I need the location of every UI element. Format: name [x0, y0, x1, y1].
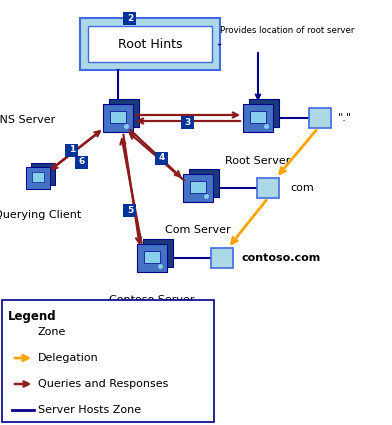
- Text: DNS Server: DNS Server: [0, 115, 55, 125]
- FancyBboxPatch shape: [189, 169, 219, 197]
- Text: Com Server: Com Server: [165, 225, 231, 235]
- FancyBboxPatch shape: [257, 178, 279, 198]
- Text: Root Hints: Root Hints: [118, 37, 182, 51]
- FancyBboxPatch shape: [2, 300, 214, 422]
- Text: 6: 6: [79, 158, 85, 167]
- Text: Zone: Zone: [38, 327, 66, 337]
- FancyBboxPatch shape: [80, 18, 220, 70]
- FancyBboxPatch shape: [249, 99, 279, 127]
- FancyBboxPatch shape: [143, 239, 173, 267]
- Text: ".": ".": [338, 113, 352, 123]
- FancyBboxPatch shape: [137, 244, 167, 272]
- FancyBboxPatch shape: [109, 99, 139, 127]
- Text: com: com: [290, 183, 314, 193]
- Text: Legend: Legend: [8, 310, 56, 323]
- FancyBboxPatch shape: [13, 324, 31, 340]
- FancyBboxPatch shape: [250, 111, 266, 123]
- FancyBboxPatch shape: [103, 104, 133, 132]
- Text: Querying Client: Querying Client: [0, 210, 82, 220]
- FancyBboxPatch shape: [110, 111, 126, 123]
- FancyBboxPatch shape: [211, 248, 233, 268]
- Text: 1: 1: [69, 145, 75, 155]
- FancyBboxPatch shape: [144, 251, 160, 263]
- Text: 4: 4: [159, 153, 165, 162]
- FancyBboxPatch shape: [76, 156, 89, 168]
- Text: 5: 5: [127, 206, 133, 215]
- Text: Contoso Server: Contoso Server: [109, 295, 195, 305]
- FancyBboxPatch shape: [31, 163, 55, 185]
- FancyBboxPatch shape: [123, 11, 136, 25]
- Text: Delegation: Delegation: [38, 353, 99, 363]
- Text: Root Server: Root Server: [225, 156, 291, 166]
- FancyBboxPatch shape: [123, 204, 136, 216]
- FancyBboxPatch shape: [183, 174, 213, 202]
- FancyBboxPatch shape: [88, 26, 212, 62]
- Text: Provides location of root server: Provides location of root server: [220, 26, 354, 34]
- FancyBboxPatch shape: [26, 167, 50, 189]
- FancyBboxPatch shape: [243, 104, 273, 132]
- FancyBboxPatch shape: [181, 116, 194, 128]
- FancyBboxPatch shape: [156, 151, 169, 164]
- Text: Server Hosts Zone: Server Hosts Zone: [38, 405, 141, 415]
- FancyBboxPatch shape: [190, 181, 206, 193]
- Text: 2: 2: [127, 14, 133, 23]
- FancyBboxPatch shape: [65, 144, 78, 156]
- Text: 3: 3: [185, 117, 191, 127]
- Text: Queries and Responses: Queries and Responses: [38, 379, 169, 389]
- FancyBboxPatch shape: [32, 173, 44, 181]
- Text: contoso.com: contoso.com: [242, 253, 321, 263]
- FancyBboxPatch shape: [309, 108, 331, 128]
